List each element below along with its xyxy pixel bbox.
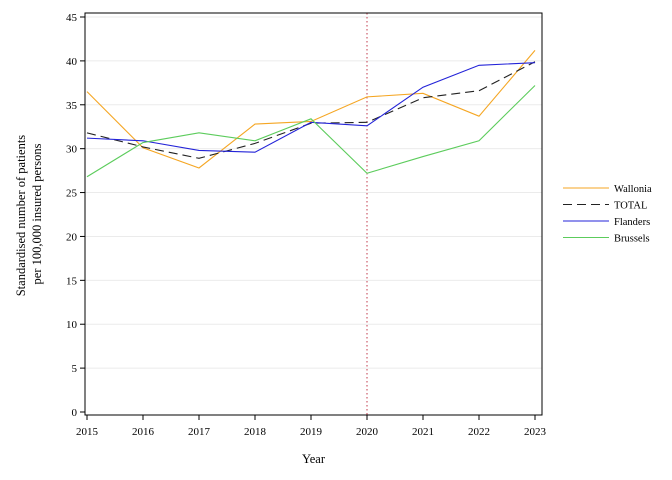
y-tick-label: 45 [66,12,78,24]
y-tick-label: 10 [66,319,78,331]
x-tick-label: 2021 [412,426,434,438]
x-axis-title: Year [302,452,326,466]
x-tick-label: 2018 [244,426,267,438]
x-tick-label: 2016 [132,426,155,438]
x-tick-label: 2015 [76,426,99,438]
y-tick-label: 35 [66,100,78,112]
plot-area-frame [84,12,543,416]
series-line-total [86,61,536,159]
y-tick-label: 25 [66,188,78,200]
y-axis-title-line-1: Standardised number of patients [14,135,28,297]
x-tick-label: 2019 [300,426,323,438]
y-tick-label: 0 [72,407,78,419]
legend-label-total: TOTAL [614,201,647,212]
x-tick-label: 2020 [356,426,379,438]
legend-label-wallonia: Wallonia [614,184,652,195]
y-tick-label: 15 [66,275,78,287]
series-line-flanders [86,62,536,153]
series-layer [86,49,536,178]
y-tick-label: 20 [66,231,78,243]
axes: 0 5 10 15 20 25 30 35 40 45 2015 2016 2017 2018 2019 20… [66,12,547,438]
legend: Wallonia TOTAL Flanders Brussels [563,184,652,245]
x-tick-label: 2023 [524,426,547,438]
series-line-brussels [86,85,536,178]
x-tick-label: 2017 [188,426,211,438]
legend-label-flanders: Flanders [614,217,650,228]
grid-lines [85,16,542,369]
y-tick-label: 30 [66,144,78,156]
y-axis-title-line-2: per 100,000 insured persons [30,143,44,284]
y-axis-title: Standardised number of patients per 100,… [14,132,44,297]
x-tick-label: 2022 [468,426,490,438]
legend-label-brussels: Brussels [614,234,650,245]
series-line-wallonia [86,49,536,169]
y-tick-label: 40 [66,56,78,68]
y-tick-label: 5 [72,363,78,375]
